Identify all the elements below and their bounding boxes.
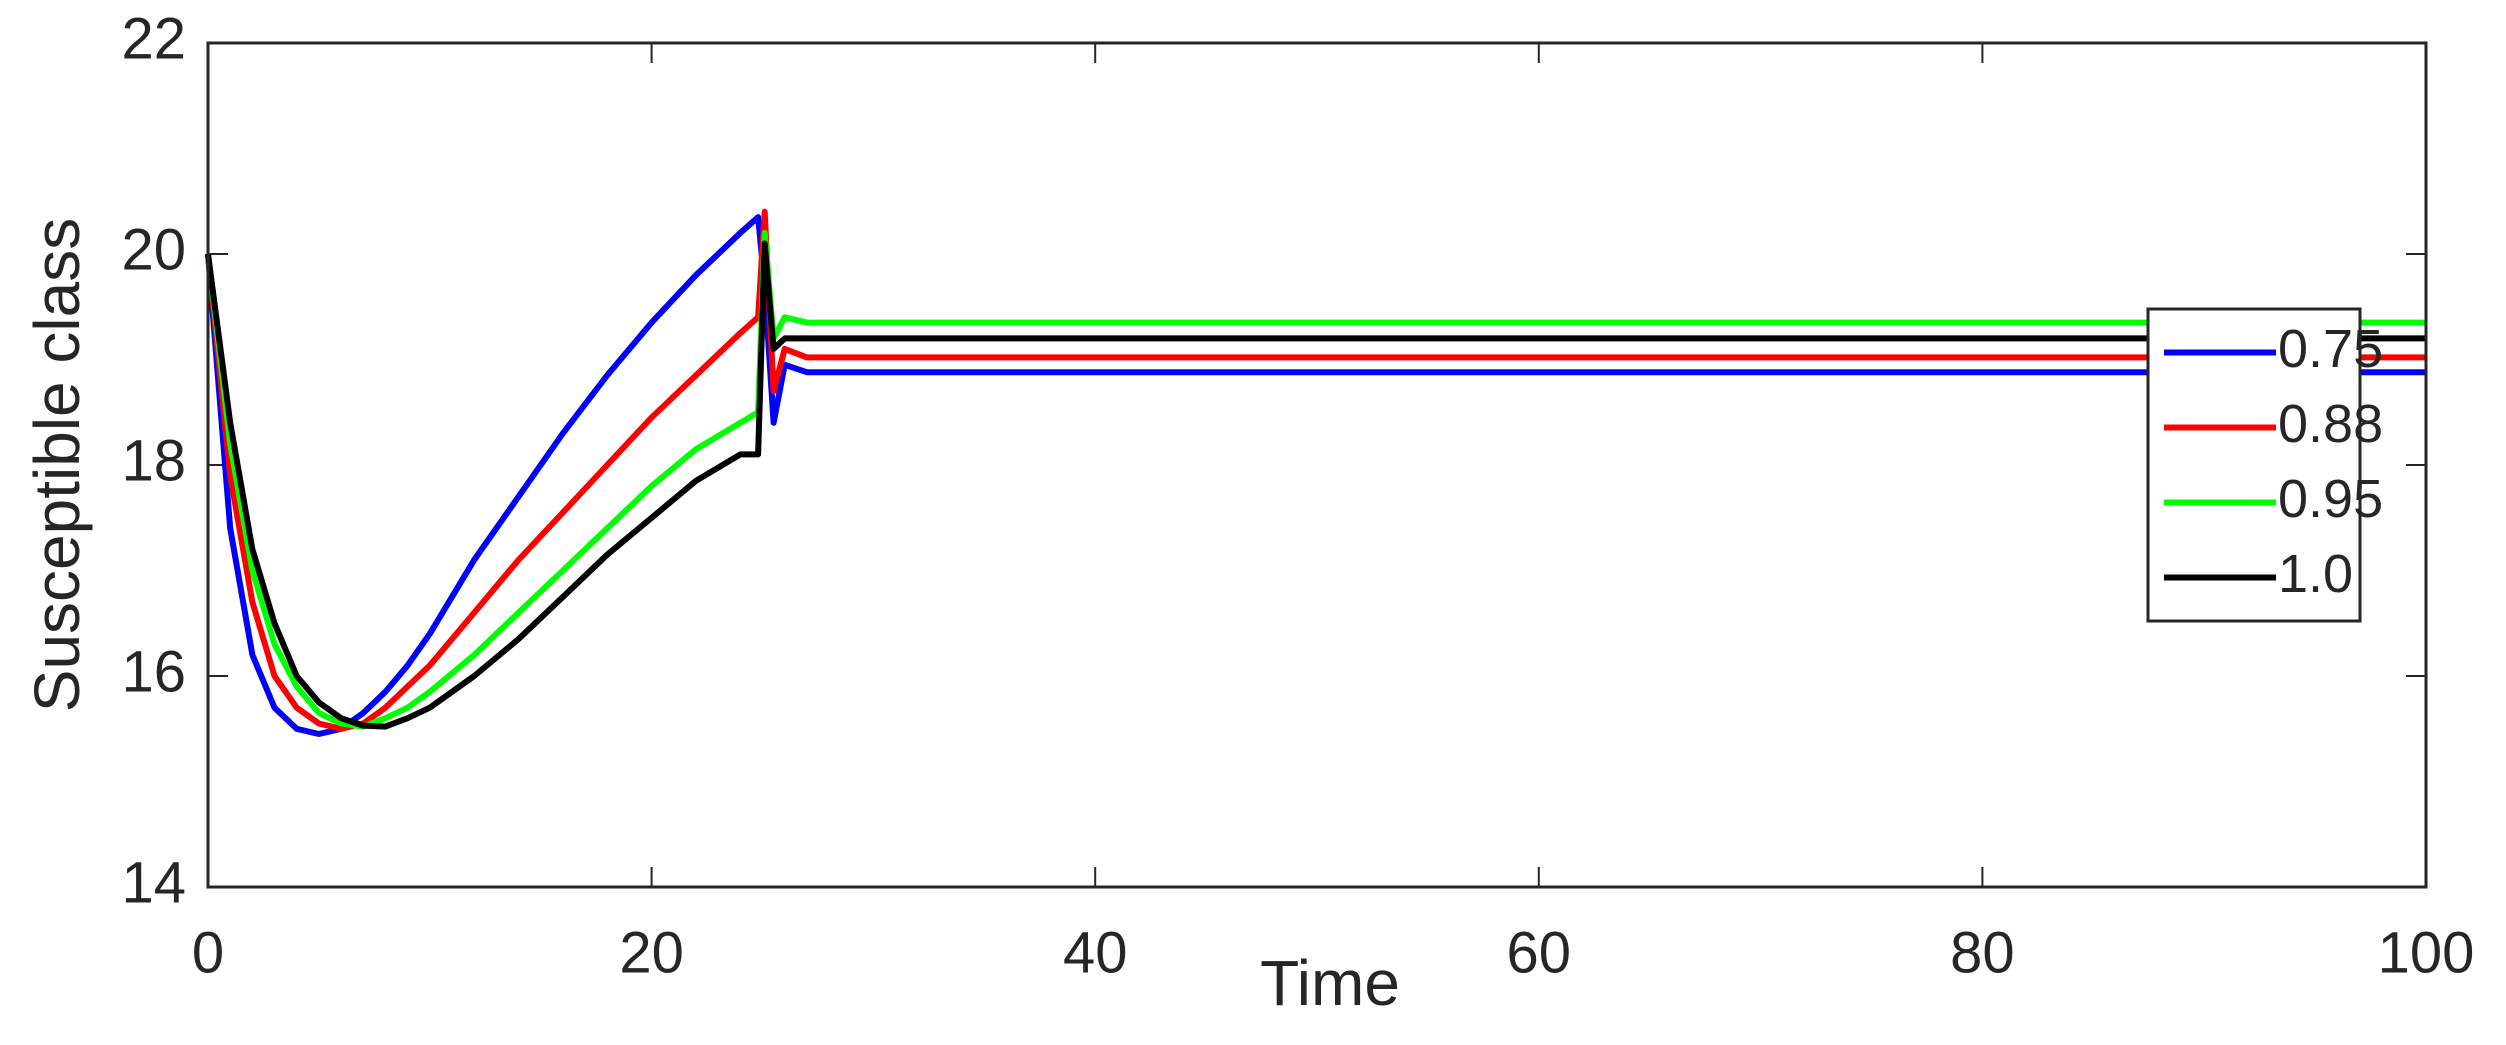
series-line (205, 208, 2426, 732)
y-tick-label: 18 (121, 428, 186, 493)
series-line (205, 240, 2426, 730)
x-tick-label: 0 (192, 920, 224, 985)
y-tick-label: 14 (121, 850, 186, 915)
x-axis-label: Time (1260, 947, 1400, 1019)
x-tick-label: 20 (619, 920, 684, 985)
legend-label: 0.95 (2278, 469, 2383, 529)
legend-label: 0.75 (2278, 319, 2383, 379)
legend-box (2146, 307, 2362, 623)
y-axis-label: Susceptible class (21, 218, 93, 712)
y-tick-label: 20 (121, 217, 186, 282)
x-tick-label: 100 (2378, 920, 2475, 985)
y-tick-label: 22 (121, 6, 186, 71)
legend-label: 1.0 (2278, 544, 2353, 604)
y-tick-label: 16 (121, 639, 186, 704)
x-tick-label: 60 (1507, 920, 1572, 985)
legend-label: 0.88 (2278, 394, 2383, 454)
x-tick-label: 40 (1063, 920, 1128, 985)
series-line (205, 214, 2426, 737)
x-tick-label: 80 (1950, 920, 2015, 985)
series-line (205, 229, 2426, 730)
plot-frame (206, 41, 2428, 889)
